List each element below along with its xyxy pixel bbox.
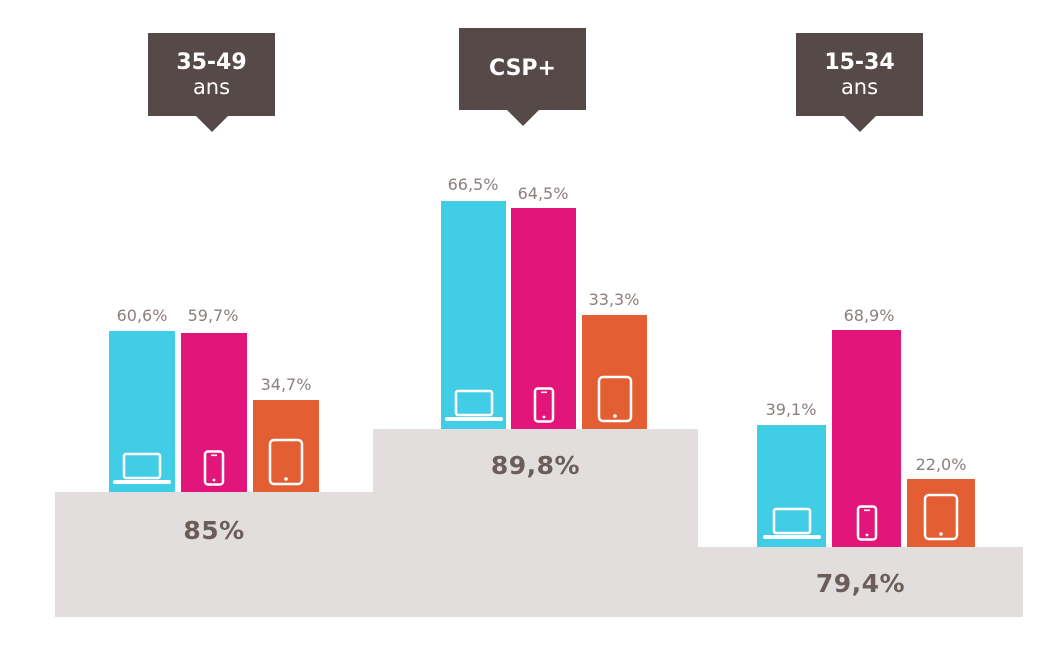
smartphone-icon	[856, 505, 877, 541]
podium-step-15-34: 79,4%	[698, 547, 1023, 617]
bar-value-label: 22,0%	[915, 455, 967, 474]
podium-step-35-49: 85%	[55, 492, 373, 617]
bar-smartphone	[511, 208, 576, 429]
bar-value-label: 60,6%	[116, 306, 168, 325]
bar-value-label: 34,7%	[260, 375, 312, 394]
laptop-icon	[762, 507, 821, 539]
bar-value-label: 66,5%	[447, 175, 499, 194]
bar-tablet	[582, 315, 647, 429]
bar-laptop	[757, 425, 826, 547]
bar-value-label: 68,9%	[843, 306, 895, 325]
total-label: 89,8%	[490, 451, 581, 480]
callout-subtitle: ans	[840, 74, 879, 99]
bar-value-label: 39,1%	[765, 400, 817, 419]
bar-laptop	[441, 201, 506, 429]
total-label: 85%	[183, 516, 245, 545]
bar-smartphone	[832, 330, 901, 547]
tablet-icon	[268, 438, 304, 486]
bar-value-label: 33,3%	[588, 290, 640, 309]
tablet-icon	[923, 493, 959, 541]
laptop-icon	[113, 452, 171, 484]
callout-title: CSP+	[489, 56, 556, 81]
bar-tablet	[253, 400, 319, 492]
laptop-icon	[444, 389, 503, 421]
podium-step-csp: 89,8%	[373, 429, 698, 617]
callout-15-34: 15-34 ans	[796, 33, 923, 132]
bar-laptop	[109, 331, 175, 492]
callout-csp-plus: CSP+	[459, 28, 586, 126]
smartphone-icon	[533, 387, 554, 423]
bar-smartphone	[181, 333, 247, 492]
callout-subtitle: ans	[192, 74, 231, 99]
callout-title: 15-34	[824, 49, 895, 75]
callout-35-49: 35-49 ans	[148, 33, 275, 132]
callout-title: 35-49	[176, 49, 247, 75]
bar-tablet	[907, 479, 975, 547]
smartphone-icon	[203, 450, 225, 486]
bar-value-label: 59,7%	[187, 306, 239, 325]
tablet-icon	[597, 375, 632, 423]
bar-value-label: 64,5%	[517, 184, 569, 203]
total-label: 79,4%	[815, 569, 906, 598]
